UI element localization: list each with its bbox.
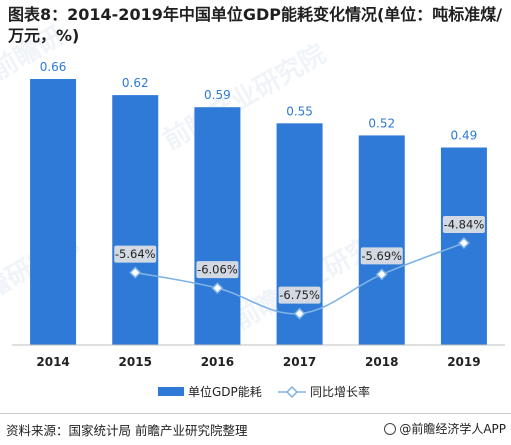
x-tick-2015: 2015 [119, 355, 152, 369]
bar-label-2017: 0.55 [286, 104, 313, 118]
brand-text: @前瞻经济学人APP [399, 422, 506, 436]
growth-value-labels: -5.64% -6.06% -6.75% -5.69% -4.84% [114, 216, 485, 304]
footer: 资料来源：国家统计局 前瞻产业研究院整理 @前瞻经济学人APP [6, 420, 506, 438]
growth-label-box-2017 [278, 286, 321, 304]
growth-label-2019: -4.84% [444, 218, 485, 232]
x-tick-2017: 2017 [283, 355, 316, 369]
x-tick-2019: 2019 [447, 355, 480, 369]
growth-label-box-2018 [360, 247, 403, 265]
growth-point-2016 [211, 282, 224, 295]
growth-points [129, 236, 470, 320]
x-tick-2018: 2018 [365, 355, 398, 369]
growth-point-2017 [293, 307, 306, 320]
brand-label: @前瞻经济学人APP [384, 420, 506, 437]
legend: 单位GDP能耗 同比增长率 [158, 384, 370, 399]
source-note: 资料来源：国家统计局 前瞻产业研究院整理 [6, 423, 248, 438]
x-tick-2014: 2014 [36, 355, 69, 369]
growth-point-2018 [375, 268, 388, 281]
growth-point-2015 [129, 266, 142, 279]
growth-label-box-2019 [442, 216, 485, 233]
bar-2015 [112, 95, 159, 345]
bar-2018 [358, 135, 405, 345]
growth-label-box-2015 [114, 245, 157, 263]
bar-label-2014: 0.66 [40, 60, 67, 74]
growth-point-2019 [457, 236, 470, 250]
growth-label-2017: -6.75% [279, 288, 320, 302]
legend-line-marker [285, 385, 299, 399]
growth-label-box-2016 [196, 261, 239, 279]
x-tick-2016: 2016 [201, 355, 234, 369]
legend-bar-label: 单位GDP能耗 [188, 384, 262, 399]
legend-bar-swatch [158, 387, 184, 396]
bar-2014 [30, 79, 77, 345]
bar-value-labels: 0.66 0.62 0.59 0.55 0.52 0.49 [40, 60, 478, 143]
svg-text:前瞻研: 前瞻研 [0, 20, 69, 86]
bar-label-2018: 0.52 [368, 116, 395, 130]
bar-label-2015: 0.62 [122, 76, 149, 90]
growth-label-2015: -5.64% [115, 247, 156, 261]
chart-title: 图表8：2014-2019年中国单位GDP能耗变化情况(单位：吨标准煤/万元，%… [8, 5, 503, 45]
x-tick-labels: 2014 2015 2016 2017 2018 2019 [36, 355, 480, 369]
bar-label-2019: 0.49 [451, 129, 478, 143]
bar-label-2016: 0.59 [204, 88, 231, 102]
bar-2016 [194, 107, 241, 345]
growth-label-2018: -5.69% [361, 249, 402, 263]
footer-divider [0, 413, 511, 414]
growth-label-2016: -6.06% [197, 263, 238, 277]
legend-line-label: 同比增长率 [310, 384, 370, 399]
brand-icon [384, 423, 397, 435]
